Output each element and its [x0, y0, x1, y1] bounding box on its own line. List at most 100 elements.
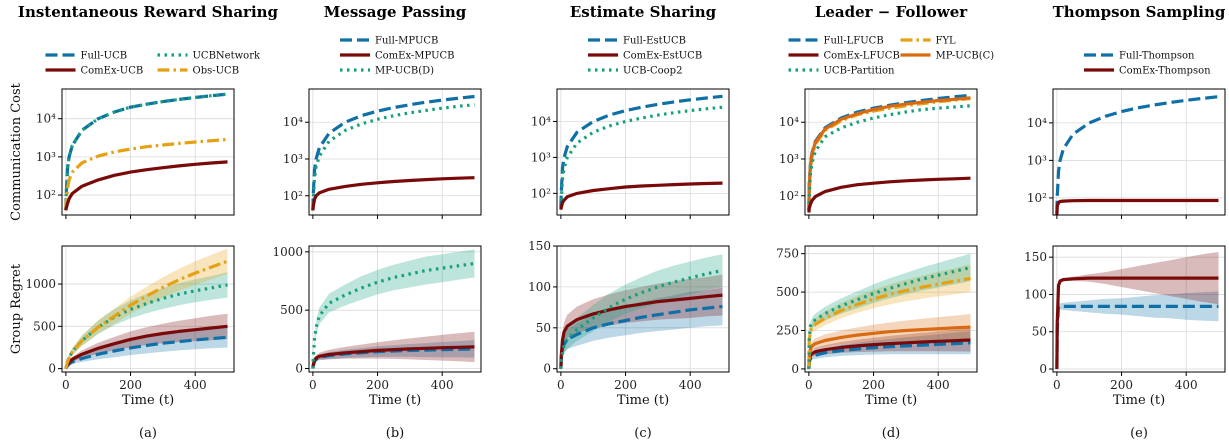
- y-tick-label: 150: [528, 239, 551, 253]
- confidence-band: [312, 249, 475, 369]
- y-tick-label: 100: [528, 280, 551, 294]
- y-tick-label: 50: [1032, 325, 1047, 339]
- y-tick-label: 10³: [1027, 153, 1047, 167]
- group-regret-plot: 0 50 100 150 0 200 400: [1024, 245, 1226, 392]
- series-line: [807, 96, 971, 211]
- y-tick-label: 10³: [531, 150, 551, 164]
- x-tick-label: 0: [805, 378, 813, 392]
- y-tick-label: 10²: [36, 188, 56, 202]
- series-line: [807, 96, 971, 211]
- plot-area: [559, 94, 723, 210]
- legend-label: MP-UCB(D): [375, 66, 434, 77]
- y-tick-label: 500: [280, 303, 303, 317]
- plot-area: [311, 94, 475, 211]
- plot-area: [807, 253, 971, 369]
- axes-frame: [308, 88, 482, 216]
- x-tick-label: 200: [862, 378, 885, 392]
- panel-title: Message Passing: [324, 3, 467, 21]
- series-line: [559, 105, 723, 208]
- axes-frame: [556, 245, 730, 373]
- panel-1: Instentaneous Reward Sharing Full-UCB UCBN…: [9, 3, 279, 441]
- legend-label: UCBNetwork: [193, 51, 261, 62]
- y-tick-label: 50: [536, 321, 551, 335]
- axes-frame: [61, 88, 235, 216]
- y-tick-label: 250: [776, 324, 799, 338]
- y-tick-label: 10⁴: [531, 114, 551, 128]
- legend-label: ComEx-EstUCB: [623, 51, 702, 62]
- series-line: [559, 181, 723, 210]
- y-tick-label: 10⁴: [1027, 116, 1047, 130]
- y-tick-label: 1000: [25, 277, 56, 291]
- y-tick-label: 10²: [531, 186, 551, 200]
- plot-area: [1055, 95, 1219, 215]
- panel-2: Message Passing Full-MPUCB ComEx-MPUCB MP-U…: [272, 3, 482, 441]
- series-line: [1055, 304, 1219, 370]
- series-line: [807, 104, 971, 211]
- legend-label: UCB-Coop2: [623, 66, 682, 77]
- subplot-label: (b): [386, 426, 404, 441]
- axes-frame: [308, 245, 482, 373]
- x-tick-label: 0: [557, 378, 565, 392]
- confidence-band: [1056, 252, 1219, 369]
- x-axis-label: Time (t): [122, 393, 174, 408]
- y-tick-label: 10²: [283, 189, 303, 203]
- confidence-band: [560, 254, 723, 369]
- legend-label: Full-UCB: [81, 51, 128, 62]
- series-line: [559, 293, 723, 369]
- x-tick-label: 400: [1175, 378, 1198, 392]
- x-tick-label: 200: [614, 378, 637, 392]
- legend: Full-Thompson ComEx-Thompson: [1084, 51, 1211, 77]
- panel-3: Estimate Sharing Full-EstUCB ComEx-EstUCB U…: [528, 3, 730, 441]
- confidence-band: [65, 272, 228, 369]
- communication-cost-plot: 10² 10³ 10⁴: [779, 88, 978, 219]
- x-tick-label: 400: [431, 378, 454, 392]
- group-regret-plot: 0 500 1000 0 200 400 Group Regret: [9, 245, 235, 392]
- axes-frame: [1052, 88, 1226, 216]
- series-line: [64, 259, 229, 369]
- x-tick-label: 0: [309, 378, 317, 392]
- axes-frame: [556, 88, 730, 216]
- y-tick-label: 10⁴: [283, 115, 303, 129]
- communication-cost-plot: 10² 10³ 10⁴ Communication Cost: [9, 82, 235, 221]
- x-tick-label: 200: [366, 378, 389, 392]
- subplot-label: (d): [882, 426, 900, 441]
- series-line: [64, 137, 228, 211]
- x-tick-label: 200: [1110, 378, 1133, 392]
- series-line: [64, 92, 228, 211]
- legend-label: FYL: [936, 36, 957, 47]
- axes-frame: [804, 245, 978, 373]
- series-line: [311, 176, 475, 211]
- legend-label: Full-MPUCB: [375, 36, 438, 47]
- confidence-band: [1056, 291, 1219, 369]
- confidence-band: [808, 264, 971, 369]
- panel-title: Estimate Sharing: [570, 3, 717, 21]
- x-tick-label: 200: [119, 378, 142, 392]
- series-line: [311, 261, 475, 369]
- y-tick-label: 0: [791, 362, 799, 376]
- plot-area: [311, 249, 475, 369]
- y-tick-label: 1000: [272, 245, 303, 259]
- legend-label: Obs-UCB: [193, 66, 240, 77]
- y-tick-label: 10³: [779, 152, 799, 166]
- panel-5: Thompson Sampling Full-Thompson ComEx-Thom…: [1024, 3, 1226, 441]
- legend-label: Full-EstUCB: [623, 36, 686, 47]
- series-line: [807, 176, 971, 213]
- communication-cost-plot: 10² 10³ 10⁴: [1027, 88, 1226, 219]
- legend: Full-UCB UCBNetwork ComEx-UCB Obs-UCB: [45, 51, 261, 77]
- x-tick-label: 400: [679, 378, 702, 392]
- plot-area: [1055, 252, 1219, 370]
- confidence-band: [65, 248, 228, 369]
- series-line: [807, 276, 971, 369]
- axes-frame: [1052, 245, 1226, 373]
- legend-label: MP-UCB(C): [936, 51, 995, 62]
- plot-area: [559, 254, 723, 369]
- group-regret-plot: 0 50 100 150 0 200 400: [528, 239, 730, 392]
- confidence-band: [560, 287, 723, 369]
- legend-label: ComEx-LFUCB: [824, 51, 900, 62]
- y-axis-label: Communication Cost: [9, 82, 24, 221]
- legend-label: ComEx-Thompson: [1119, 66, 1211, 77]
- legend-label: UCB-Partition: [824, 66, 895, 77]
- plot-area: [807, 93, 971, 213]
- plot-area: [64, 248, 229, 370]
